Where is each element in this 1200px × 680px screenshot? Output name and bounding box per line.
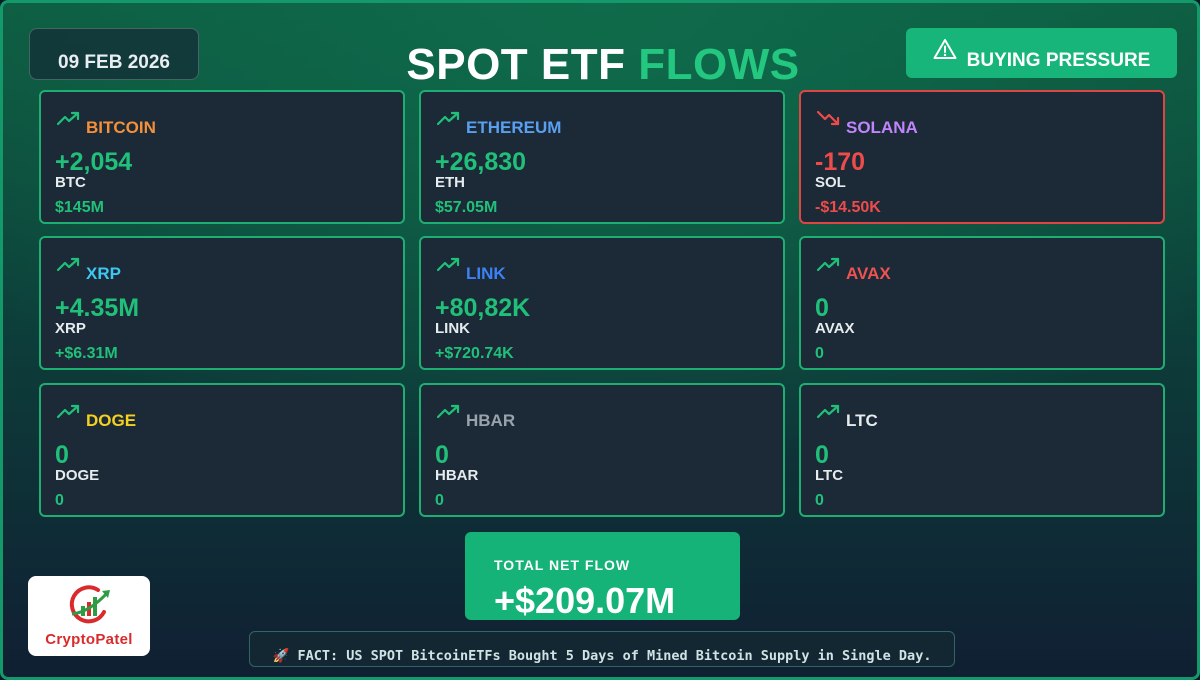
trend-up-icon [816, 403, 841, 424]
warning-icon [933, 39, 957, 59]
asset-flow-amount: +80,82K [435, 294, 531, 322]
asset-ticker: XRP [55, 320, 86, 337]
cryptopatel-logo: CryptoPatel [28, 576, 150, 656]
logo-text: CryptoPatel [45, 631, 133, 648]
asset-name: SOLANA [846, 118, 918, 137]
asset-card-xrp: XRP +4.35M XRP +$6.31M [39, 236, 405, 370]
asset-ticker: HBAR [435, 467, 479, 484]
asset-ticker: LINK [435, 320, 470, 337]
asset-name: ETHEREUM [466, 118, 562, 137]
logo-chart-icon [69, 585, 110, 624]
page-title: SPOT ETF FLOWS [3, 37, 1200, 93]
asset-card-ltc: LTC 0 LTC 0 [799, 383, 1165, 517]
asset-flow-usd: 0 [815, 492, 824, 509]
buying-pressure-label: BUYING PRESSURE [966, 50, 1151, 71]
asset-card-avax: AVAX 0 AVAX 0 [799, 236, 1165, 370]
asset-flow-usd: 0 [55, 492, 64, 509]
asset-flow-usd: +$6.31M [55, 345, 118, 362]
asset-card-sol: SOLANA -170 SOL -$14.50K [799, 90, 1165, 224]
total-net-flow-label: TOTAL NET FLOW [494, 557, 631, 573]
asset-flow-usd: +$720.74K [435, 345, 514, 362]
asset-flow-amount: -170 [815, 148, 866, 176]
fact-banner: 🚀 FACT: US SPOT BitcoinETFs Bought 5 Day… [249, 631, 955, 667]
title-part-1: SPOT ETF [406, 40, 626, 89]
asset-ticker: SOL [815, 174, 846, 191]
trend-up-icon [436, 110, 461, 131]
trend-up-icon [816, 256, 841, 277]
trend-up-icon [56, 403, 81, 424]
asset-name: LTC [846, 411, 878, 430]
asset-card-eth: ETHEREUM +26,830 ETH $57.05M [419, 90, 785, 224]
asset-flow-amount: +4.35M [55, 294, 140, 322]
total-net-flow-box: TOTAL NET FLOW +$209.07M [465, 532, 740, 621]
asset-name: HBAR [466, 411, 516, 430]
asset-ticker: ETH [435, 174, 465, 191]
asset-name: LINK [466, 264, 506, 283]
asset-name: XRP [86, 264, 121, 283]
trend-up-icon [436, 403, 461, 424]
asset-name: DOGE [86, 411, 137, 430]
total-net-flow-value: +$209.07M [494, 580, 676, 621]
trend-down-icon [816, 110, 841, 133]
asset-card-btc: BITCOIN +2,054 BTC $145M [39, 90, 405, 224]
asset-flow-amount: 0 [55, 441, 69, 469]
asset-flow-amount: 0 [435, 441, 449, 469]
buying-pressure-badge: BUYING PRESSURE [906, 28, 1177, 78]
trend-up-icon [436, 256, 461, 277]
asset-flow-amount: +2,054 [55, 148, 133, 176]
asset-flow-usd: 0 [435, 492, 444, 509]
asset-ticker: AVAX [815, 320, 855, 337]
asset-name: BITCOIN [86, 118, 156, 137]
asset-flow-usd: $145M [55, 199, 104, 216]
trend-up-icon [56, 256, 81, 277]
asset-flow-usd: -$14.50K [815, 199, 881, 216]
asset-flow-usd: 0 [815, 345, 824, 362]
title-part-2: FLOWS [638, 40, 800, 89]
date-badge: 09 FEB 2026 [29, 28, 199, 80]
asset-flow-amount: 0 [815, 294, 829, 322]
asset-ticker: LTC [815, 467, 844, 484]
asset-flow-usd: $57.05M [435, 199, 498, 216]
asset-flow-amount: +26,830 [435, 148, 527, 176]
asset-ticker: BTC [55, 174, 86, 191]
asset-card-hbar: HBAR 0 HBAR 0 [419, 383, 785, 517]
asset-card-doge: DOGE 0 DOGE 0 [39, 383, 405, 517]
fact-text: 🚀 FACT: US SPOT BitcoinETFs Bought 5 Day… [272, 648, 932, 664]
asset-card-link: LINK +80,82K LINK +$720.74K [419, 236, 785, 370]
asset-name: AVAX [846, 264, 891, 283]
asset-ticker: DOGE [55, 467, 100, 484]
asset-flow-amount: 0 [815, 441, 829, 469]
date-text: 09 FEB 2026 [58, 52, 170, 73]
trend-up-icon [56, 110, 81, 131]
